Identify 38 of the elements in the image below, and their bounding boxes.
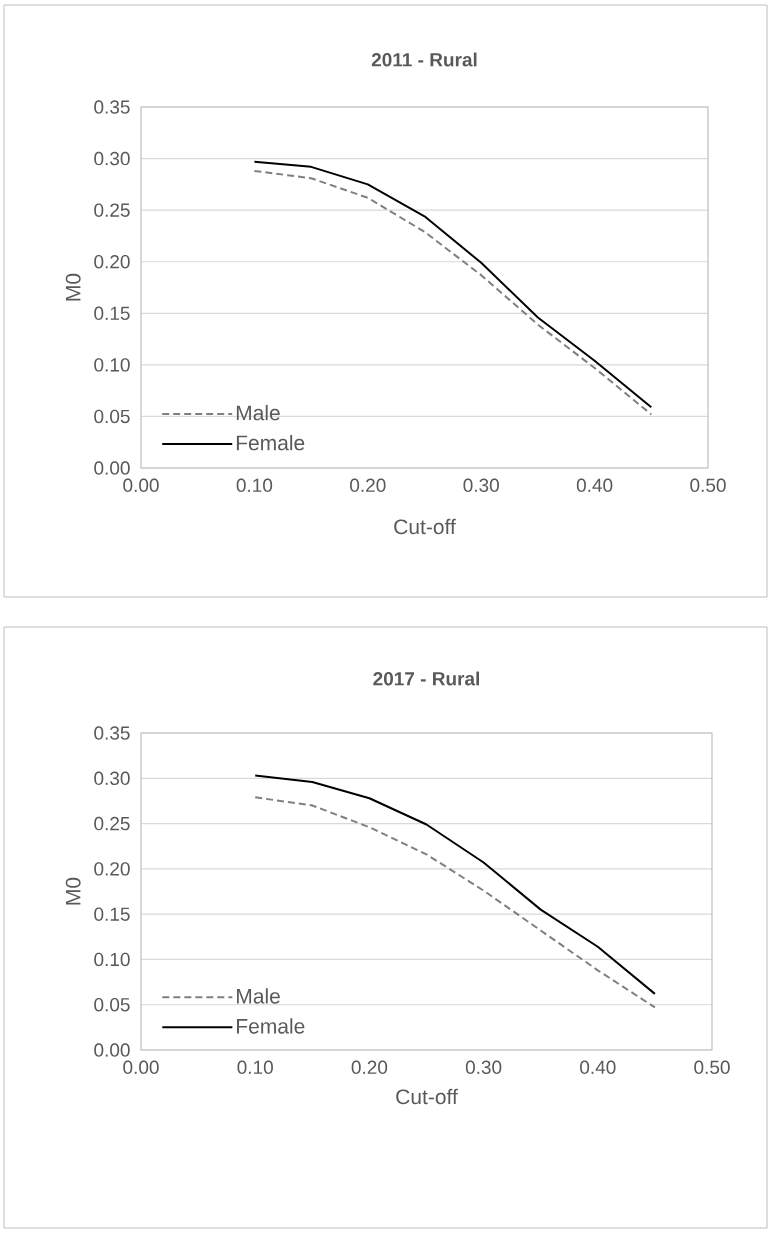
x-tick-label: 0.00	[123, 478, 159, 492]
y-tick-label: 0.35	[94, 726, 130, 740]
y-tick-label: 0.10	[94, 952, 130, 967]
y-axis-title: M0	[65, 273, 81, 301]
y-tick-label: 0.00	[94, 1043, 130, 1057]
y-axis-title: M0	[65, 877, 81, 905]
legend-label: Male	[236, 404, 280, 421]
x-tick-label: 0.20	[350, 478, 386, 492]
x-tick-label: 0.20	[351, 1060, 388, 1075]
x-axis-title: Cut-off	[394, 518, 456, 535]
x-tick-label: 0.40	[576, 478, 613, 492]
y-tick-label: 0.20	[94, 862, 130, 876]
y-tick-label: 0.15	[94, 306, 130, 321]
x-tick-label: 0.40	[580, 1060, 616, 1075]
y-tick-label: 0.20	[94, 255, 130, 269]
y-tick-label: 0.15	[94, 907, 130, 921]
y-tick-label: 0.25	[94, 816, 130, 831]
x-tick-label: 0.30	[465, 1060, 502, 1075]
y-tick-label: 0.00	[94, 461, 130, 475]
legend-label: Female	[237, 1018, 305, 1034]
y-tick-label: 0.30	[94, 771, 130, 786]
x-axis-title: Cut-off	[396, 1088, 458, 1105]
x-tick-label: 0.50	[690, 478, 726, 492]
y-tick-label: 0.10	[94, 358, 130, 372]
legend-label: Female	[236, 434, 305, 451]
x-tick-label: 0.00	[123, 1060, 159, 1075]
x-tick-label: 0.10	[236, 478, 273, 492]
legend-label: Male	[237, 988, 280, 1004]
y-tick-label: 0.05	[94, 998, 130, 1012]
x-tick-label: 0.50	[694, 1060, 730, 1075]
y-tick-label: 0.05	[94, 409, 130, 424]
y-tick-label: 0.25	[94, 203, 130, 217]
chart-title: 2011 - Rural	[371, 52, 477, 67]
y-tick-label: 0.30	[94, 151, 130, 166]
y-tick-label: 0.35	[94, 100, 130, 114]
x-tick-label: 0.10	[237, 1060, 273, 1075]
x-tick-label: 0.30	[463, 478, 499, 492]
chart-title: 2017 - Rural	[373, 671, 479, 686]
